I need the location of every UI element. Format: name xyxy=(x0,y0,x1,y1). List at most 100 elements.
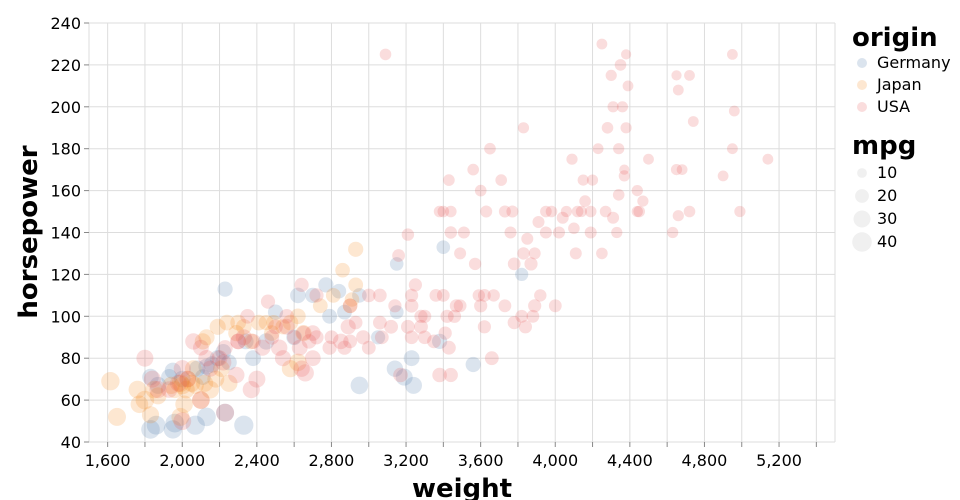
data-point-usa xyxy=(343,334,357,349)
data-point-usa xyxy=(418,309,432,323)
data-point-usa xyxy=(274,350,292,367)
data-points xyxy=(101,38,774,439)
data-point-japan xyxy=(312,298,328,314)
data-point-germany xyxy=(185,415,205,435)
data-point-usa xyxy=(643,153,654,165)
data-point-usa xyxy=(614,59,627,71)
data-point-usa xyxy=(605,69,617,81)
data-point-germany xyxy=(337,304,352,320)
data-point-usa xyxy=(215,354,232,371)
data-point-usa xyxy=(477,320,491,334)
data-point-usa xyxy=(596,38,608,50)
data-point-usa xyxy=(457,226,470,239)
data-point-japan xyxy=(281,360,299,378)
data-point-usa xyxy=(728,105,740,117)
legend-size-label: 30 xyxy=(877,209,897,228)
data-point-usa xyxy=(667,226,679,239)
data-point-usa xyxy=(517,122,530,134)
data-point-usa xyxy=(540,205,552,218)
legend-label-germany: Germany xyxy=(877,53,951,72)
data-point-usa xyxy=(230,333,247,350)
data-point-japan xyxy=(141,406,160,424)
data-point-usa xyxy=(734,205,746,218)
data-point-usa xyxy=(373,315,387,330)
data-point-japan xyxy=(198,329,215,346)
data-point-usa xyxy=(337,340,352,355)
data-point-germany xyxy=(318,277,334,293)
data-point-germany xyxy=(197,407,216,427)
data-point-japan xyxy=(207,370,225,388)
data-point-japan xyxy=(228,325,245,342)
data-point-germany xyxy=(221,354,237,371)
data-point-usa xyxy=(612,189,625,201)
data-point-usa xyxy=(571,205,584,218)
data-point-usa xyxy=(260,294,276,309)
data-point-usa xyxy=(393,367,408,383)
data-point-usa xyxy=(437,205,450,218)
data-point-germany xyxy=(146,415,166,435)
y-tick-label: 220 xyxy=(50,56,81,75)
data-point-usa xyxy=(296,364,314,382)
data-point-usa xyxy=(324,330,339,345)
color-legend-title: origin xyxy=(852,23,938,53)
data-point-usa xyxy=(619,164,630,175)
data-point-usa xyxy=(616,101,629,113)
data-point-germany xyxy=(203,356,221,373)
data-point-usa xyxy=(515,309,529,323)
data-point-usa xyxy=(575,205,588,218)
data-point-japan xyxy=(145,380,164,399)
data-point-germany xyxy=(209,350,226,367)
data-point-usa xyxy=(340,319,356,335)
data-point-japan xyxy=(135,390,155,410)
data-point-usa xyxy=(379,48,392,61)
data-point-usa xyxy=(566,153,578,165)
data-point-usa xyxy=(569,247,582,260)
y-tick-label: 200 xyxy=(50,98,81,117)
x-tick-label: 3,200 xyxy=(383,451,429,470)
legend-size-symbol xyxy=(855,189,869,203)
data-point-usa xyxy=(361,340,376,355)
data-point-usa xyxy=(408,278,422,292)
y-tick-label: 100 xyxy=(50,307,81,326)
color-legend-entries: Germany Japan USA xyxy=(857,53,951,116)
legend-size-label: 40 xyxy=(877,232,897,251)
data-point-usa xyxy=(727,143,738,155)
data-point-usa xyxy=(433,205,446,218)
legend-size-symbol xyxy=(853,210,871,228)
x-tick-label: 4,400 xyxy=(607,451,653,470)
data-point-germany xyxy=(217,281,233,297)
data-point-usa xyxy=(185,333,202,350)
data-point-usa xyxy=(539,226,552,239)
data-point-japan xyxy=(130,395,149,414)
data-point-usa xyxy=(637,195,649,207)
legend-symbol-germany xyxy=(857,58,867,68)
data-point-usa xyxy=(440,309,454,323)
data-point-germany xyxy=(234,415,254,435)
data-point-usa xyxy=(193,339,209,356)
data-point-japan xyxy=(342,298,358,314)
data-point-japan xyxy=(325,288,341,303)
y-tick-label: 140 xyxy=(50,224,81,243)
x-axis-title: weight xyxy=(412,474,512,500)
data-point-usa xyxy=(671,70,682,81)
y-axis-title: horsepower xyxy=(14,145,44,318)
data-point-usa xyxy=(404,299,419,313)
data-point-usa xyxy=(474,299,488,313)
data-point-usa xyxy=(622,80,634,92)
data-point-usa xyxy=(484,142,496,155)
data-point-usa xyxy=(443,367,458,383)
data-point-japan xyxy=(101,372,120,391)
data-point-usa xyxy=(170,374,187,392)
data-point-usa xyxy=(294,277,309,292)
x-tick-label: 4,000 xyxy=(532,451,578,470)
data-point-japan xyxy=(275,319,291,335)
data-point-japan xyxy=(194,333,211,350)
data-point-usa xyxy=(136,349,154,367)
data-point-usa xyxy=(143,370,161,388)
data-point-germany xyxy=(198,358,215,375)
data-point-usa xyxy=(474,184,487,197)
data-point-usa xyxy=(173,412,192,430)
data-point-usa xyxy=(202,360,219,377)
data-point-usa xyxy=(507,257,521,271)
